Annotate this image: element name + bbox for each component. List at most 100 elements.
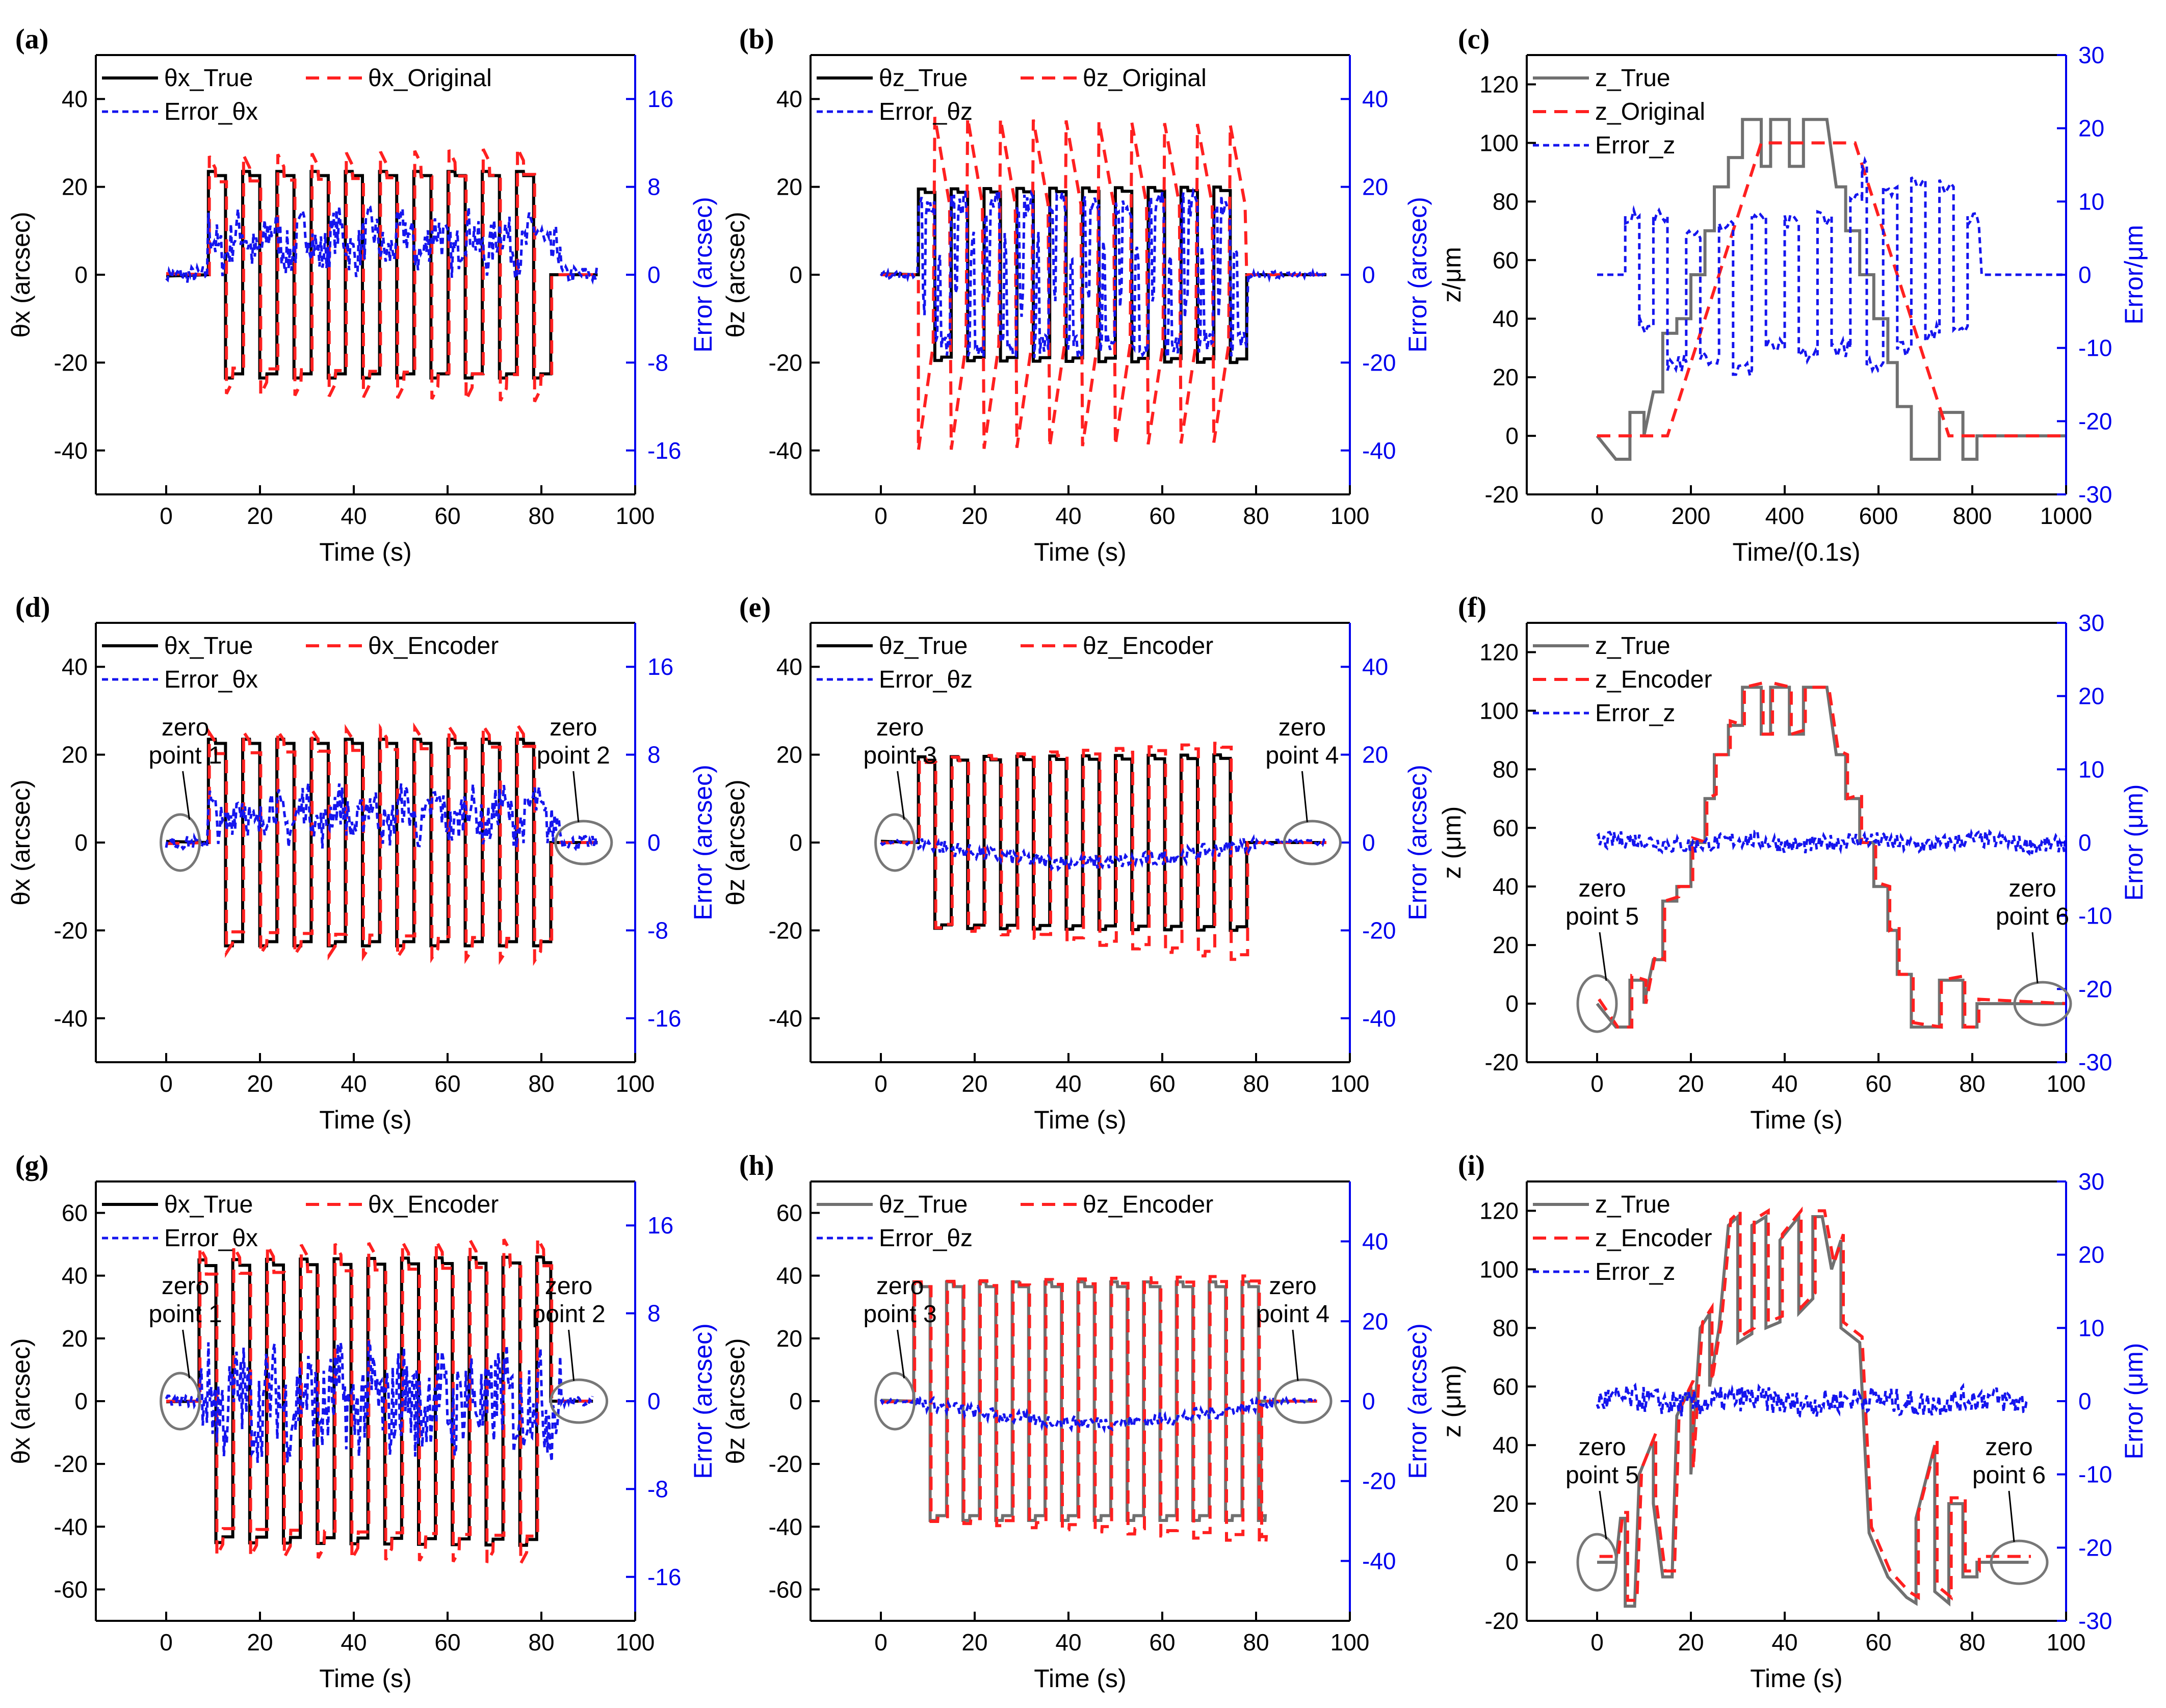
x-tick-label: 0	[1590, 1629, 1604, 1656]
y-tick-label: 40	[776, 1263, 802, 1289]
y-tick-label: 60	[1493, 247, 1519, 273]
y-right-tick-label: 0	[647, 1388, 661, 1414]
y-tick-label: 40	[1493, 873, 1519, 900]
y-tick-label: -40	[54, 1513, 88, 1540]
x-tick-label: 40	[1055, 1629, 1081, 1656]
y-right-tick-label: 8	[647, 174, 661, 200]
y-right-tick-label: 40	[1362, 1228, 1388, 1255]
y-right-tick-label: 0	[1362, 261, 1375, 288]
series-line-θz_Encoder	[880, 742, 1326, 961]
x-tick-label: 80	[1243, 1629, 1269, 1656]
x-tick-label: 200	[1672, 503, 1711, 529]
annotation-label: point 4	[1256, 1301, 1329, 1328]
x-tick-label: 1000	[2040, 503, 2092, 529]
plot-area	[1596, 681, 2066, 1029]
annotation-label: point 3	[864, 1301, 937, 1328]
legend-label: θx_Encoder	[368, 1191, 499, 1218]
y-tick-label: 40	[62, 86, 88, 112]
annotation-label: point 5	[1565, 903, 1639, 930]
y-tick-label: 20	[776, 1325, 802, 1352]
y-right-axis-label: Error (arcsec)	[1403, 197, 1432, 353]
x-tick-label: 80	[1243, 503, 1269, 529]
x-tick-label: 60	[434, 1629, 460, 1656]
x-tick-label: 0	[160, 1629, 173, 1656]
zero-point-marker	[2013, 981, 2072, 1027]
y-tick-label: 100	[1479, 129, 1519, 156]
y-right-tick-label: -16	[647, 1564, 681, 1590]
chart-panel-4: (d) 0 20 40 60 80 100 -40 -20 0 20 40 -16 -8 0 8 16 Time …	[7, 592, 717, 1134]
legend-label: Error_z	[1595, 132, 1675, 159]
x-tick-label: 100	[2047, 1070, 2086, 1097]
y-right-tick-label: 16	[647, 1212, 673, 1239]
y-tick-label: -40	[769, 1005, 802, 1032]
x-tick-label: 80	[528, 503, 554, 529]
x-tick-label: 60	[1865, 1070, 1891, 1097]
y-tick-label: -20	[1485, 1608, 1519, 1634]
x-tick-label: 0	[874, 1070, 888, 1097]
y-tick-label: 120	[1479, 71, 1519, 97]
annotation-arrow	[1301, 771, 1308, 823]
y-axis-label: θx (arcsec)	[7, 779, 35, 905]
y-tick-label: 0	[789, 1388, 802, 1414]
y-right-axis-label: Error (arcsec)	[1403, 1323, 1432, 1479]
y-right-tick-label: 0	[1362, 829, 1375, 856]
y-right-tick-label: 10	[2078, 756, 2104, 782]
zero-point-marker	[1576, 1533, 1618, 1592]
y-right-tick-label: 0	[1362, 1388, 1375, 1414]
x-tick-label: 100	[616, 1629, 655, 1656]
zero-point-marker	[550, 1378, 609, 1424]
y-tick-label: 20	[1493, 364, 1519, 390]
y-tick-label: 40	[776, 653, 802, 680]
x-tick-label: 0	[160, 503, 173, 529]
zero-point-marker	[1576, 974, 1618, 1033]
x-tick-label: 80	[528, 1070, 554, 1097]
annotation-label: point 5	[1565, 1462, 1639, 1489]
y-right-tick-label: -30	[2078, 481, 2112, 508]
legend-label: z_True	[1595, 633, 1671, 660]
annotation-arrow	[572, 771, 580, 823]
y-tick-label: 60	[1493, 814, 1519, 841]
plot-area	[165, 719, 598, 966]
x-tick-label: 40	[1771, 1629, 1797, 1656]
legend: θx_True θx_Original Error_θx	[102, 65, 492, 125]
panel-label: (a)	[15, 23, 48, 55]
x-tick-label: 100	[616, 503, 655, 529]
y-right-tick-label: -20	[1362, 349, 1396, 376]
y-tick-label: -20	[769, 349, 802, 376]
y-right-tick-label: 30	[2078, 42, 2104, 68]
y-right-tick-label: 20	[2078, 683, 2104, 710]
x-tick-label: 0	[1590, 503, 1604, 529]
x-tick-label: 0	[874, 503, 888, 529]
chart-panel-7: (g) 0 20 40 60 80 100 -60 -40 -20 0 20 40 60 -16 -8 0 8 16…	[7, 1150, 717, 1693]
y-right-tick-label: 20	[2078, 115, 2104, 142]
y-right-tick-label: 40	[1362, 86, 1388, 112]
annotation-arrow	[1292, 1329, 1299, 1381]
legend-label: Error_z	[1595, 1258, 1675, 1285]
series-line-θz_Original	[881, 117, 1326, 451]
y-right-tick-label: 16	[647, 653, 673, 680]
y-right-tick-label: -30	[2078, 1049, 2112, 1075]
y-axis-label: z/μm	[1438, 247, 1466, 302]
chart-panel-6: (f)0 20 40 60 80 100-20020406080100120-30-20-…	[1438, 592, 2148, 1134]
x-tick-label: 40	[341, 1629, 367, 1656]
annotation-label: zero	[876, 714, 924, 741]
zero-point-marker	[874, 1372, 916, 1431]
x-tick-label: 60	[434, 503, 460, 529]
y-axis-label: θz (arcsec)	[721, 212, 750, 337]
y-right-tick-label: 20	[2078, 1242, 2104, 1268]
legend-label: Error_θz	[879, 666, 973, 693]
annotation-label: zero	[1269, 1273, 1316, 1300]
y-axis-label: θz (arcsec)	[721, 1338, 750, 1464]
x-tick-label: 60	[1865, 1629, 1891, 1656]
x-tick-label: 20	[247, 503, 273, 529]
x-tick-label: 60	[434, 1070, 460, 1097]
x-tick-label: 100	[1330, 503, 1370, 529]
series-line-θz_Encoder	[880, 1274, 1317, 1544]
legend-label: Error_θx	[164, 1225, 258, 1252]
series-line-z_Original	[1597, 141, 2066, 438]
series-line-Error_z	[1596, 828, 2066, 856]
x-axis-label: Time (s)	[1750, 1664, 1842, 1693]
annotation-label: point 1	[149, 1301, 222, 1328]
y-tick-label: -40	[769, 437, 802, 464]
